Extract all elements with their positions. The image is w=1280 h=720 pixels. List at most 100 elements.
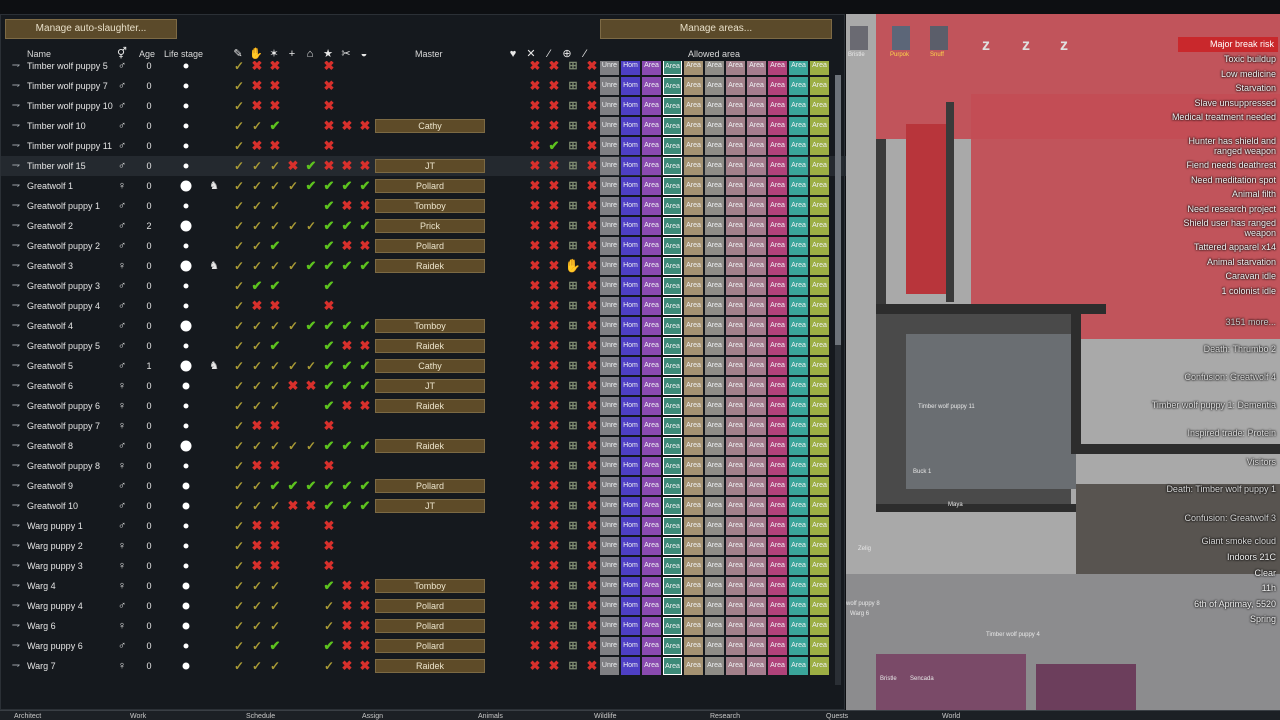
partial-train-icon[interactable]: ✓ <box>323 659 335 673</box>
allowed-area-cell[interactable]: Area <box>747 597 766 615</box>
allowed-area-cell[interactable]: Area <box>705 517 724 535</box>
animal-name[interactable]: Greatwolf 1 <box>27 181 74 191</box>
partial-train-icon[interactable]: ✓ <box>233 219 245 233</box>
partial-train-icon[interactable]: ✓ <box>251 479 263 493</box>
allowed-area-cell[interactable]: Area <box>705 277 724 295</box>
allowed-area-cell[interactable]: Area <box>642 257 661 275</box>
allowed-area-cell[interactable]: Area <box>747 657 766 675</box>
animal-name[interactable]: Greatwolf puppy 3 <box>27 281 101 291</box>
allowed-area-cell[interactable]: Area <box>684 397 703 415</box>
allowed-area-cell[interactable]: Area <box>663 457 682 475</box>
allowed-area-cell[interactable]: Hom <box>621 61 640 75</box>
allowed-area-cell[interactable]: Hom <box>621 117 640 135</box>
allowed-area-cell[interactable]: Area <box>747 397 766 415</box>
partial-train-icon[interactable]: ✓ <box>269 179 281 193</box>
cross-icon[interactable]: ✖ <box>341 158 353 173</box>
main-tab[interactable]: Work <box>130 713 147 720</box>
partial-train-icon[interactable]: ✓ <box>269 619 281 633</box>
allowed-area-cell[interactable]: Area <box>747 297 766 315</box>
colonist-portrait-snuff[interactable] <box>930 26 948 50</box>
cross-icon[interactable]: ✖ <box>359 618 371 633</box>
allowed-area-cell[interactable]: Area <box>789 637 808 655</box>
allowed-area-cell[interactable]: Area <box>768 437 787 455</box>
map-pawn-label[interactable]: Bristle <box>880 676 897 682</box>
allowed-area-cell[interactable]: Area <box>684 237 703 255</box>
allowed-area-cell[interactable]: Hom <box>621 317 640 335</box>
allowed-area-cell[interactable]: Area <box>747 277 766 295</box>
partial-train-icon[interactable]: ✓ <box>269 659 281 673</box>
partial-train-icon[interactable]: ✓ <box>233 619 245 633</box>
map-pawn-label[interactable]: wolf puppy 8 <box>846 601 880 607</box>
cross-icon[interactable]: ✖ <box>359 658 371 673</box>
allowed-area-cell[interactable]: Unre <box>600 217 619 235</box>
allowed-area-cell[interactable]: Area <box>684 257 703 275</box>
cross-icon[interactable]: ✖ <box>269 558 281 573</box>
animal-name[interactable]: Greatwolf puppy 5 <box>27 341 101 351</box>
partial-train-icon[interactable]: ✓ <box>305 439 317 453</box>
allowed-area-cell[interactable]: Area <box>684 337 703 355</box>
allowed-area-cell[interactable]: Unre <box>600 457 619 475</box>
message-item[interactable]: Death: Thrumbo 2 <box>1203 344 1276 354</box>
master-dropdown[interactable]: Tomboy <box>375 319 485 333</box>
message-item[interactable]: Visitors <box>1246 457 1276 467</box>
check-icon[interactable]: ✔ <box>341 218 353 233</box>
allowed-area-cell[interactable]: Area <box>810 117 829 135</box>
check-icon[interactable]: ✔ <box>323 318 335 333</box>
scrollbar-thumb[interactable] <box>835 75 841 345</box>
cross-icon[interactable]: ✖ <box>529 61 541 73</box>
allowed-area-cell[interactable]: Hom <box>621 77 640 95</box>
alert-item[interactable]: Animal starvation <box>1206 256 1276 267</box>
check-icon[interactable]: ✔ <box>323 438 335 453</box>
check-icon[interactable]: ✔ <box>323 398 335 413</box>
allowed-area-cell[interactable]: Area <box>747 117 766 135</box>
allowed-area-cell[interactable]: Area <box>642 477 661 495</box>
cross-icon[interactable]: ✖ <box>548 498 560 513</box>
allowed-area-cell[interactable]: Area <box>684 157 703 175</box>
medicine-level-icon[interactable]: ⊞ <box>568 300 578 312</box>
allowed-area-cell[interactable]: Unre <box>600 557 619 575</box>
allowed-area-cell[interactable]: Area <box>747 197 766 215</box>
allowed-area-cell[interactable]: Unre <box>600 477 619 495</box>
allowed-area-cell[interactable]: Area <box>684 497 703 515</box>
cross-icon[interactable]: ✖ <box>548 258 560 273</box>
allowed-area-cell[interactable]: Area <box>663 77 682 95</box>
cross-icon[interactable]: ✖ <box>323 118 335 133</box>
check-icon[interactable]: ✔ <box>341 258 353 273</box>
allowed-area-cell[interactable]: Area <box>642 277 661 295</box>
animal-name[interactable]: Greatwolf puppy 2 <box>27 241 101 251</box>
animal-name[interactable]: Greatwolf puppy 7 <box>27 421 101 431</box>
map-pawn-label[interactable]: Timber wolf puppy 11 <box>918 404 975 410</box>
allowed-area-cell[interactable]: Area <box>789 657 808 675</box>
main-tab[interactable]: Schedule <box>246 713 276 720</box>
main-tab[interactable]: World <box>942 713 961 720</box>
partial-train-icon[interactable]: ✓ <box>251 319 263 333</box>
cross-icon[interactable]: ✖ <box>287 158 299 173</box>
allowed-area-cell[interactable]: Area <box>642 577 661 595</box>
allowed-area-cell[interactable]: Area <box>684 317 703 335</box>
allowed-area-cell[interactable]: Area <box>684 197 703 215</box>
animal-name[interactable]: Greatwolf puppy 1 <box>27 201 101 211</box>
allowed-area-cell[interactable]: Unre <box>600 297 619 315</box>
allowed-area-cell[interactable]: Area <box>810 537 829 555</box>
cross-icon[interactable]: ✖ <box>323 98 335 113</box>
allowed-area-cell[interactable]: Area <box>726 377 745 395</box>
check-icon[interactable]: ✔ <box>341 318 353 333</box>
allowed-area-cell[interactable]: Area <box>705 61 724 75</box>
master-dropdown[interactable]: JT <box>375 159 485 173</box>
allowed-area-cell[interactable]: Area <box>747 517 766 535</box>
medicine-level-icon[interactable]: ⊞ <box>568 360 578 372</box>
manage-auto-slaughter-button[interactable]: Manage auto-slaughter... <box>5 19 177 39</box>
check-icon[interactable]: ✔ <box>305 318 317 333</box>
cross-icon[interactable]: ✖ <box>586 438 598 453</box>
allowed-area-cell[interactable]: Area <box>705 657 724 675</box>
allowed-area-cell[interactable]: Unre <box>600 577 619 595</box>
colonist-portrait-bristle[interactable] <box>850 26 868 50</box>
allowed-area-cell[interactable]: Area <box>789 477 808 495</box>
allowed-area-cell[interactable]: Area <box>789 217 808 235</box>
cross-icon[interactable]: ✖ <box>251 61 263 73</box>
allowed-area-cell[interactable]: Area <box>684 297 703 315</box>
cross-icon[interactable]: ✖ <box>548 378 560 393</box>
cross-icon[interactable]: ✖ <box>548 418 560 433</box>
animal-name[interactable]: Timber wolf puppy 5 <box>27 61 108 71</box>
allowed-area-cell[interactable]: Area <box>663 237 682 255</box>
